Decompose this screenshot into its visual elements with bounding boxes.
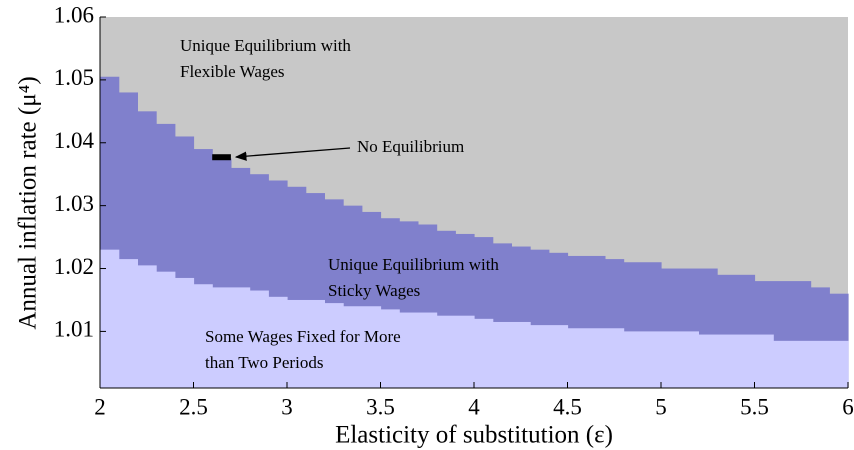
- plot-area: [100, 17, 849, 389]
- region-step: [212, 287, 251, 388]
- region-step: [100, 249, 120, 388]
- x-tick-label: 4: [468, 394, 480, 419]
- y-tick-label: 1.02: [54, 254, 94, 279]
- region-step: [156, 271, 176, 388]
- x-tick-label: 6: [842, 394, 854, 419]
- region-step: [249, 290, 269, 388]
- region-step: [530, 325, 569, 388]
- region-label: Sticky Wages: [328, 281, 420, 300]
- region-step: [287, 299, 325, 388]
- region-step: [773, 340, 849, 388]
- x-tick-label: 2.5: [179, 394, 208, 419]
- no-equilibrium-mark: [212, 154, 231, 161]
- annotation-arrow: [234, 147, 351, 161]
- region-label: than Two Periods: [205, 353, 323, 372]
- region-step: [343, 306, 382, 388]
- y-tick-label: 1.04: [54, 128, 95, 153]
- x-axis-label: Elasticity of substitution (ε): [335, 422, 613, 449]
- region-label: No Equilibrium: [357, 137, 464, 156]
- region-step: [268, 296, 288, 388]
- region-step: [698, 334, 774, 388]
- y-tick-label: 1.05: [54, 65, 94, 90]
- region-step: [118, 259, 138, 388]
- region-step: [380, 309, 400, 388]
- region-step: [436, 315, 475, 388]
- region-step: [324, 303, 344, 388]
- region-step: [137, 265, 157, 388]
- region-label: Unique Equilibrium with: [180, 36, 351, 55]
- region-step: [492, 321, 531, 388]
- x-tick-label: 5.5: [740, 394, 769, 419]
- y-tick-label: 1.01: [54, 317, 94, 342]
- region-label: Some Wages Fixed for More: [205, 327, 401, 346]
- region-step: [193, 284, 213, 388]
- region-label: Unique Equilibrium with: [328, 255, 499, 274]
- x-tick-label: 4.5: [553, 394, 582, 419]
- region-step: [474, 318, 494, 388]
- y-tick-label: 1.03: [54, 191, 94, 216]
- x-tick-label: 2: [94, 394, 106, 419]
- region-step: [399, 312, 438, 388]
- x-tick-label: 3: [281, 394, 293, 419]
- y-axis-label: Annual inflation rate (μ⁴): [15, 76, 42, 329]
- region-label: Flexible Wages: [180, 62, 285, 81]
- x-tick-label: 3.5: [366, 394, 395, 419]
- region-step: [623, 331, 699, 388]
- region-step: [567, 328, 625, 388]
- y-tick-label: 1.06: [54, 2, 94, 27]
- region-step: [174, 277, 195, 388]
- x-tick-label: 5: [655, 394, 667, 419]
